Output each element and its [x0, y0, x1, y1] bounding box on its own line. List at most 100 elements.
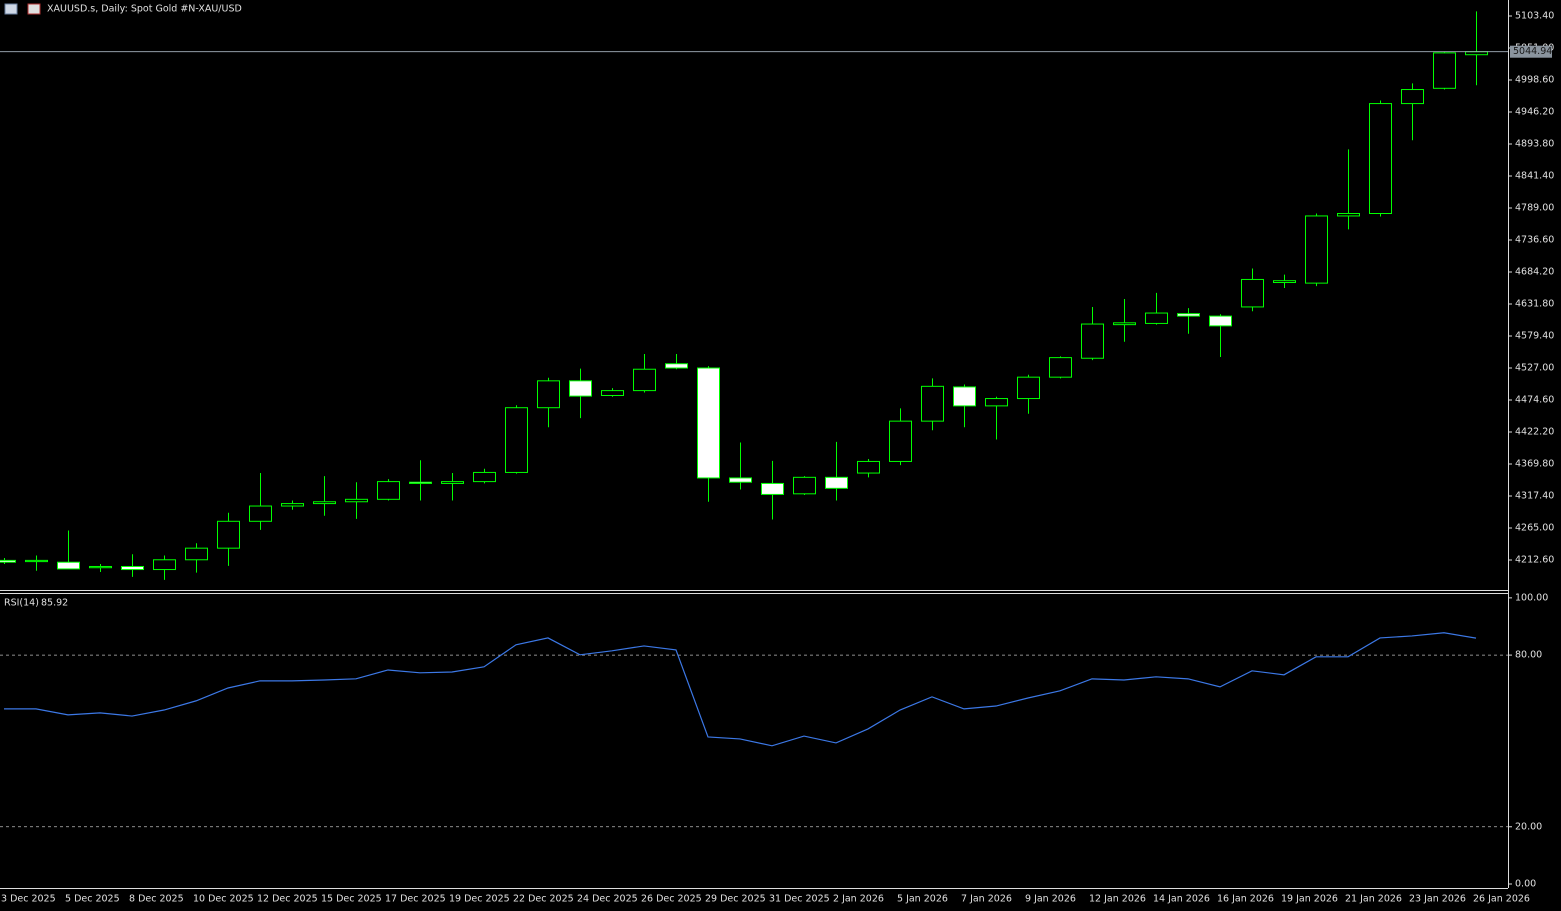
y-tick-label: 4317.40	[1515, 491, 1554, 502]
candle-body	[1337, 213, 1360, 217]
candle-body	[793, 476, 816, 495]
y-tick-label: 4998.60	[1515, 75, 1554, 86]
x-tick-label: 26 Dec 2025	[641, 894, 702, 905]
candle-body	[185, 547, 208, 561]
x-tick-label: 10 Dec 2025	[193, 894, 254, 905]
candle-body	[153, 559, 176, 571]
y-tick-label: 4579.40	[1515, 331, 1554, 342]
x-tick-label: 7 Jan 2026	[961, 894, 1012, 905]
chart-title: XAUUSD.s, Daily: Spot Gold #N-XAU/USD	[47, 4, 242, 15]
candle-body	[1177, 313, 1200, 317]
x-tick-label: 14 Jan 2026	[1153, 894, 1210, 905]
candle-body	[249, 505, 272, 522]
x-tick-label: 12 Dec 2025	[257, 894, 318, 905]
candle-body	[1081, 323, 1104, 359]
icon	[4, 3, 18, 15]
candle-body	[121, 565, 144, 571]
x-tick-label: 19 Dec 2025	[449, 894, 510, 905]
x-tick-label: 22 Dec 2025	[513, 894, 574, 905]
x-tick-label: 3 Dec 2025	[1, 894, 56, 905]
y-tick-label: 4527.00	[1515, 363, 1554, 374]
candle-body	[921, 385, 944, 422]
y-tick-label: 4684.20	[1515, 267, 1554, 278]
candle-body	[1401, 89, 1424, 105]
candle-body	[281, 503, 304, 507]
candle-body	[345, 498, 368, 503]
x-tick-label: 16 Jan 2026	[1217, 894, 1274, 905]
y-tick-label: 4422.20	[1515, 427, 1554, 438]
x-tick-label: 12 Jan 2026	[1089, 894, 1146, 905]
candle-body	[505, 407, 528, 473]
indicator-title: RSI(14)	[4, 598, 39, 609]
candle-body	[985, 398, 1008, 407]
y-tick-label: 4946.20	[1515, 107, 1554, 118]
candle-body	[377, 481, 400, 500]
candle-body	[1369, 103, 1392, 215]
x-tick-label: 5 Jan 2026	[897, 894, 948, 905]
candle-body	[217, 520, 240, 549]
x-tick-label: 15 Dec 2025	[321, 894, 382, 905]
y-tick-label: 4631.80	[1515, 299, 1554, 310]
candle-body	[825, 476, 848, 489]
rsi-line	[4, 632, 1477, 747]
x-tick-label: 24 Dec 2025	[577, 894, 638, 905]
price-label: 5044.94	[1513, 46, 1552, 57]
candle-body	[25, 559, 48, 563]
candle-body	[665, 363, 688, 369]
candle-body	[1433, 52, 1456, 89]
x-tick-label: 17 Dec 2025	[385, 894, 446, 905]
x-tick-label: 31 Dec 2025	[769, 894, 830, 905]
x-tick-label: 2 Jan 2026	[833, 894, 884, 905]
candle-body	[1113, 322, 1136, 326]
candle-body	[889, 420, 912, 462]
candle-body	[1017, 376, 1040, 400]
candle-body	[537, 380, 560, 409]
candle-body	[1465, 51, 1488, 56]
y-tick-label: 4369.80	[1515, 459, 1554, 470]
candle-body	[953, 386, 976, 407]
icon	[27, 3, 41, 15]
x-tick-label: 23 Jan 2026	[1409, 894, 1466, 905]
x-tick-label: 8 Dec 2025	[129, 894, 184, 905]
candle-body	[761, 482, 784, 495]
candle-body	[1241, 278, 1264, 308]
candle-body	[409, 481, 432, 484]
y-tick-label: 4474.60	[1515, 395, 1554, 406]
y-tick-label: 0.00	[1515, 878, 1536, 889]
x-tick-label: 29 Dec 2025	[705, 894, 766, 905]
candle-body	[697, 367, 720, 479]
candle-body	[313, 501, 336, 505]
y-tick-label: 4736.60	[1515, 235, 1554, 246]
candle-body	[1209, 315, 1232, 327]
icons	[4, 3, 41, 15]
candle-body	[89, 565, 112, 569]
x-tick-label: 21 Jan 2026	[1345, 894, 1402, 905]
candle-body	[729, 477, 752, 483]
y-tick-label: 100.00	[1515, 592, 1548, 603]
candle-body	[1305, 215, 1328, 284]
y-tick-label: 4212.60	[1515, 555, 1554, 566]
y-tick-label: 80.00	[1515, 650, 1542, 661]
candle-body	[633, 368, 656, 392]
candle-body	[441, 481, 464, 484]
y-tick-label: 4789.00	[1515, 203, 1554, 214]
x-tick-label: 9 Jan 2026	[1025, 894, 1076, 905]
price-label-bg	[1510, 45, 1552, 58]
rsi-value: 85.92	[41, 598, 68, 609]
candle-body	[601, 390, 624, 396]
candle-body	[0, 559, 16, 563]
x-tick-label: 26 Jan 2026	[1473, 894, 1530, 905]
candle-body	[473, 471, 496, 483]
candle-body	[569, 380, 592, 397]
y-tick-label: 4893.80	[1515, 139, 1554, 150]
candle-body	[1145, 312, 1168, 324]
candle-body	[1049, 357, 1072, 378]
y-tick-label: 4265.00	[1515, 523, 1554, 534]
candle-body	[857, 460, 880, 474]
x-tick-label: 19 Jan 2026	[1281, 894, 1338, 905]
candle-body	[1273, 280, 1296, 284]
candle-body	[57, 561, 80, 570]
